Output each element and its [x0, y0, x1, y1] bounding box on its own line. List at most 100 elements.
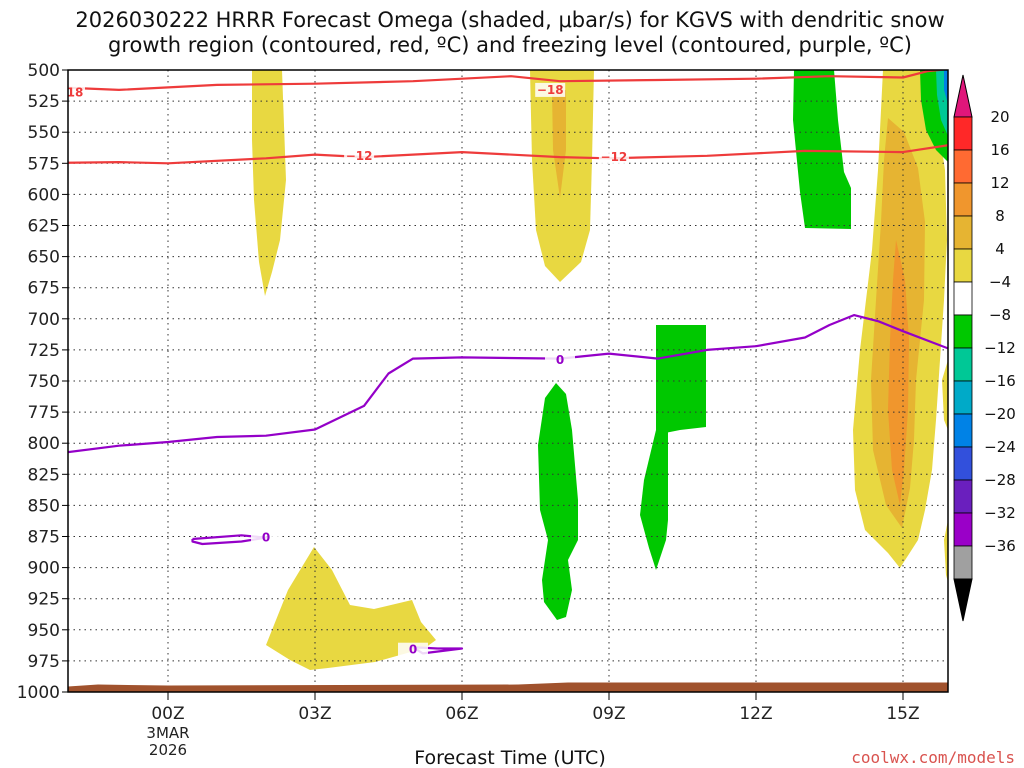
x-tick-label: 09Z	[592, 704, 625, 724]
plot-area: −18 −18 −12 −12 0 0 0	[57, 70, 948, 692]
colorbar-label: −12	[984, 339, 1016, 357]
y-tick-label: 1000	[17, 683, 60, 703]
colorbar-label: 16	[990, 141, 1009, 159]
omega-region	[942, 360, 948, 430]
contour-label-bg	[535, 82, 566, 97]
chart-title-line1: 2026030222 HRRR Forecast Omega (shaded, …	[75, 8, 944, 32]
colorbar-segment	[953, 281, 973, 316]
y-tick-label: 675	[28, 279, 60, 299]
contour-label: −12	[346, 149, 373, 163]
y-tick-label: 650	[28, 248, 60, 268]
colorbar-segment	[953, 248, 973, 283]
omega-region	[944, 70, 948, 104]
omega-region	[888, 240, 909, 505]
colorbar-segment	[953, 545, 973, 580]
contour-label-bg	[68, 85, 85, 100]
contour-lines: −18 −18 −12 −12 0 0 0	[57, 70, 948, 657]
colorbar-segment	[953, 446, 973, 481]
contour-label: 0	[262, 531, 270, 545]
omega-region	[252, 70, 286, 296]
colorbar-label: 12	[990, 174, 1009, 192]
y-tick-label: 600	[28, 185, 60, 205]
colorbar-segment	[953, 512, 973, 547]
x-tick-label: 15Z	[886, 704, 919, 724]
contour-label-bg	[344, 148, 375, 163]
colorbar-segment	[953, 314, 973, 349]
y-tick-label: 575	[28, 154, 60, 174]
contour-label: −12	[601, 150, 628, 164]
credit-text: coolwx.com/models	[851, 748, 1015, 767]
terrain	[68, 682, 948, 692]
colorbar-over-arrow	[953, 74, 973, 118]
x-tick-label: 06Z	[445, 704, 478, 724]
x-tick-label: 00Z	[151, 704, 184, 724]
colorbar-label: −20	[984, 405, 1016, 423]
colorbar-segment	[953, 479, 973, 514]
colorbar-segment	[953, 182, 973, 217]
y-tick-label: 850	[28, 496, 60, 516]
grid-lines	[68, 70, 948, 692]
colorbar-label: −4	[989, 273, 1011, 291]
contour-label-bg	[398, 642, 428, 657]
y-tick-label: 775	[28, 403, 60, 423]
y-tick-label: 825	[28, 465, 60, 485]
dgz-contour	[68, 144, 948, 165]
colorbar-label: −16	[984, 372, 1016, 390]
colorbar-segment	[953, 116, 973, 151]
contour-label-bg	[251, 530, 281, 545]
omega-region	[538, 383, 578, 620]
y-tick-label: 550	[28, 123, 60, 143]
omega-region	[266, 547, 436, 670]
x-tick-label: 03Z	[298, 704, 331, 724]
contour-label: 0	[556, 353, 564, 367]
y-tick-label: 625	[28, 217, 60, 237]
x-tick-label: 12Z	[739, 704, 772, 724]
y-tick-label: 875	[28, 528, 60, 548]
contour-label-bg	[598, 150, 629, 165]
colorbar-under-arrow	[953, 578, 973, 622]
colorbar-segment	[953, 149, 973, 184]
colorbar-label: −28	[984, 471, 1016, 489]
y-tick-label: 950	[28, 621, 60, 641]
colorbar-label: −32	[984, 504, 1016, 522]
contour-label: 0	[409, 643, 417, 657]
colorbar: 20 16 12 8 4 −4 −8 −12 −16 −20 −24 −28 −32 −36	[953, 74, 1016, 622]
y-tick-label: 525	[28, 92, 60, 112]
omega-region	[656, 325, 706, 434]
x-tick-date: 3MAR	[146, 724, 189, 742]
omega-region	[793, 70, 851, 229]
colorbar-segment	[953, 413, 973, 448]
chart-title-line2: growth region (contoured, red, ºC) and f…	[108, 33, 912, 57]
y-tick-label: 975	[28, 652, 60, 672]
y-tick-label: 800	[28, 434, 60, 454]
y-tick-label: 500	[28, 61, 60, 81]
x-tick-year: 2026	[149, 741, 187, 759]
y-tick-label: 750	[28, 372, 60, 392]
colorbar-segment	[953, 215, 973, 250]
freezing-level-contour	[191, 534, 268, 546]
dgz-contour	[68, 70, 948, 92]
y-tick-label: 725	[28, 341, 60, 361]
contour-label-bg	[545, 352, 575, 367]
colorbar-label: −8	[989, 306, 1011, 324]
y-axis: 500 525 550 575 600 625 650 675 700 725 750 775 800 8…	[17, 61, 68, 703]
colorbar-label: 4	[995, 240, 1005, 258]
omega-region	[640, 430, 668, 570]
colorbar-label: 20	[990, 108, 1009, 126]
y-tick-label: 700	[28, 310, 60, 330]
colorbar-segment	[953, 347, 973, 382]
colorbar-label: −24	[984, 438, 1016, 456]
contour-label: −18	[537, 83, 564, 97]
x-axis-label: Forecast Time (UTC)	[414, 747, 605, 768]
omega-region	[552, 90, 566, 198]
colorbar-label: 8	[995, 207, 1005, 225]
y-tick-label: 900	[28, 559, 60, 579]
contour-label: −18	[57, 85, 84, 99]
omega-region	[944, 520, 948, 582]
y-tick-label: 925	[28, 590, 60, 610]
colorbar-label: −36	[984, 537, 1016, 555]
terrain-surface	[68, 682, 948, 692]
colorbar-segment	[953, 380, 973, 415]
